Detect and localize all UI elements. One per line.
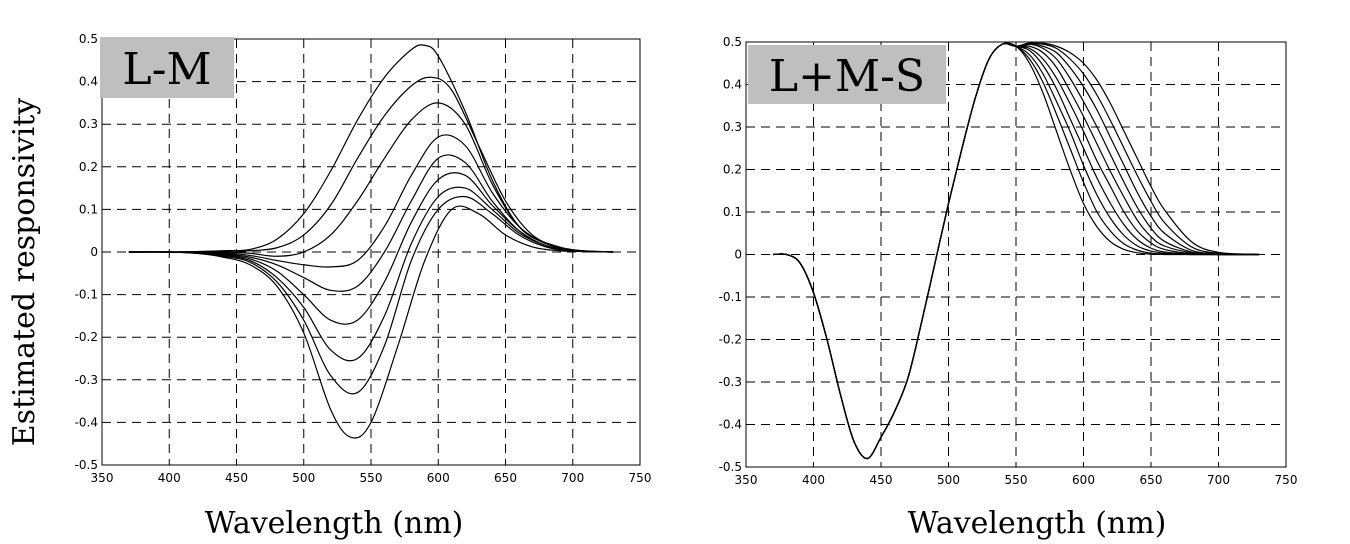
y-tick-label: -0.1 [719,290,742,304]
plot-frame [101,38,641,466]
y-tick-label: -0.2 [75,330,98,344]
y-tick-label: 0.2 [79,160,98,174]
y-tick-label: 0 [734,248,742,262]
y-tick-label: 0.3 [79,117,98,131]
x-tick-label: 350 [735,473,758,487]
y-tick-label: 0.3 [723,120,742,134]
plot-frame [745,41,1287,468]
panel-label: L-M [122,44,211,95]
y-tick-label: 0.1 [79,202,98,216]
y-tick-label: -0.1 [75,288,98,302]
series-group [128,44,614,439]
x-tick-label: 650 [1140,473,1163,487]
x-axis-title: Wavelength (nm) [908,506,1167,541]
series-group [772,42,1260,460]
chart-panel-l-plus-m-minus-s: L+M-S Wavelength (nm) 350 400 450 500 550 600… [719,35,1298,541]
series-line-3 [128,102,614,257]
panel-label-box [100,37,234,98]
x-tick-label: 600 [1072,473,1095,487]
y-tick-label: 0.2 [723,163,742,177]
series-line-7 [128,186,614,362]
y-tick-label: 0 [90,245,98,259]
x-tick-label: 350 [91,471,114,485]
y-tick-label: 0.4 [79,75,98,89]
x-tick-label: 400 [158,471,181,485]
x-tick-label: 500 [937,473,960,487]
y-tick-label: -0.3 [75,373,98,387]
y-tick-label: 0.5 [723,35,742,49]
series-line-6 [128,172,614,325]
y-axis-title: Estimated responsivity [7,98,42,446]
panel-label: L+M-S [769,51,925,102]
y-tick-label: -0.3 [719,375,742,389]
chart-panel-l-minus-m: L-M Wavelength (nm) 350 400 450 500 550 600 65… [75,32,652,541]
y-tick-label: -0.5 [75,458,98,472]
y-tick-label: 0.5 [79,32,98,46]
x-tick-label: 500 [292,471,315,485]
y-tick-label: -0.5 [719,460,742,474]
series-line-9 [128,205,614,439]
x-tick-label: 700 [1207,473,1230,487]
x-tick-label: 550 [360,471,383,485]
x-tick-label: 750 [629,471,652,485]
x-tick-label: 750 [1275,473,1298,487]
x-tick-label: 550 [1005,473,1028,487]
y-tick-label: -0.2 [719,333,742,347]
series-line-8 [128,195,614,395]
panel-label-box [748,45,946,104]
y-tick-label: -0.4 [719,418,742,432]
y-tick-label: -0.4 [75,415,98,429]
x-tick-label: 450 [870,473,893,487]
x-tick-label: 650 [494,471,517,485]
x-tick-label: 700 [561,471,584,485]
x-tick-label: 600 [427,471,450,485]
y-tick-label: 0.1 [723,205,742,219]
series-line-2 [128,76,614,253]
y-tick-label: 0.4 [723,78,742,92]
series-line-4 [128,134,614,268]
x-tick-label: 450 [225,471,248,485]
x-axis-title: Wavelength (nm) [205,506,464,541]
series-line-10 [772,42,1260,460]
x-tick-label: 400 [802,473,825,487]
